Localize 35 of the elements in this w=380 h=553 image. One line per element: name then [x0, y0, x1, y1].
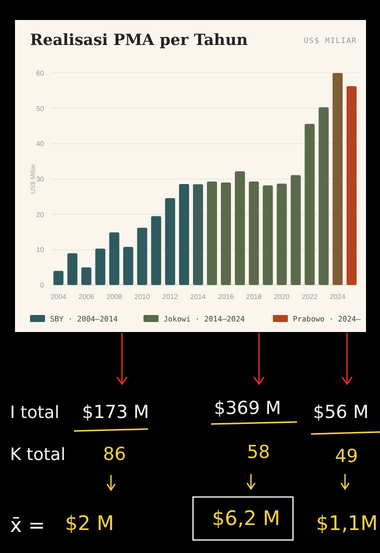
text: K total — [10, 445, 66, 465]
text: $369 M — [214, 398, 282, 419]
text: 49 — [335, 446, 358, 467]
bar — [332, 73, 343, 285]
bar — [95, 248, 106, 285]
bar — [123, 246, 134, 285]
bar — [318, 107, 329, 285]
text: 86 — [103, 444, 126, 465]
bar — [220, 182, 231, 285]
text: $1,1M — [316, 511, 378, 535]
bar — [165, 198, 176, 285]
bar — [234, 171, 245, 285]
text: $173 M — [82, 402, 150, 423]
bar — [248, 181, 259, 285]
bar — [304, 124, 315, 285]
bar — [276, 184, 287, 285]
text: 58 — [247, 442, 270, 463]
bar — [81, 267, 92, 285]
bar — [109, 232, 120, 285]
bar — [151, 216, 162, 285]
bar — [179, 184, 190, 285]
bar — [206, 181, 218, 285]
text: $6,2 M — [212, 506, 280, 530]
text: $56 M — [313, 402, 369, 423]
bar — [137, 228, 148, 285]
text: $2 M — [65, 511, 114, 535]
chart-title: Realisasi PMA per Tahun — [30, 30, 248, 49]
bar — [346, 86, 357, 285]
bar — [192, 184, 204, 285]
bar — [67, 253, 78, 285]
bar — [262, 185, 273, 285]
bar — [53, 270, 64, 285]
text: x̄ = — [10, 513, 45, 537]
bar — [290, 175, 301, 285]
text: I total — [10, 403, 60, 423]
